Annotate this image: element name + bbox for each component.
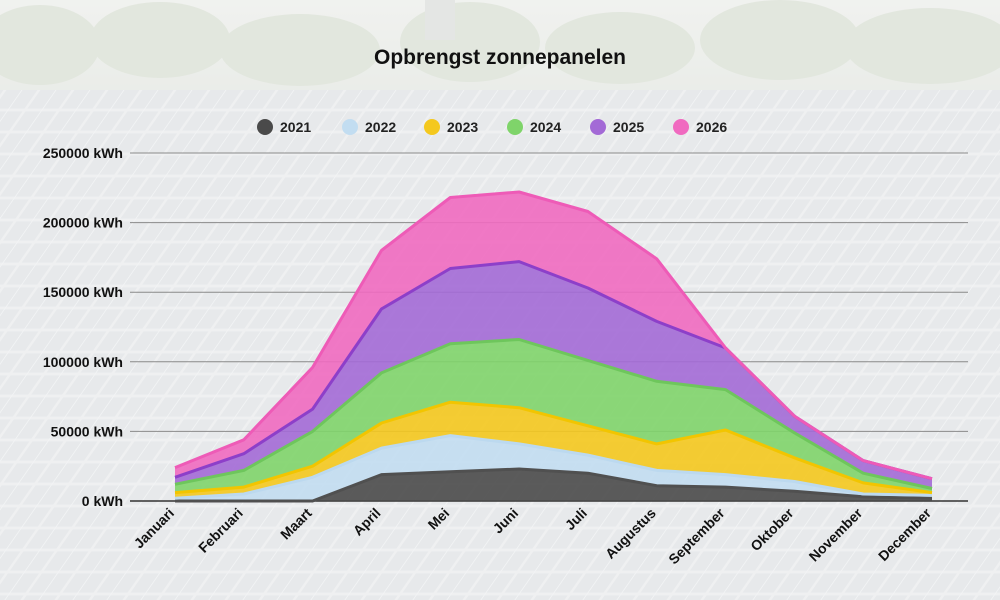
legend: 2021 2022 2023 2024 2025 2026 (257, 119, 727, 135)
line-2022 (174, 434, 933, 500)
x-tick-label: Juli (562, 505, 590, 533)
legend-marker-2023 (424, 119, 440, 135)
x-tick-label: Juni (490, 505, 522, 537)
x-tick-label: November (806, 504, 866, 564)
x-tick-label: Mei (425, 505, 453, 533)
legend-marker-2024 (507, 119, 523, 135)
x-tick-label: Augustus (602, 505, 659, 562)
x-tick-label: Februari (195, 505, 246, 556)
legend-marker-2025 (590, 119, 606, 135)
tree-silhouettes (0, 0, 1000, 86)
area-2026 (175, 192, 932, 479)
x-tick-label: Januari (131, 505, 178, 552)
legend-label-2023: 2023 (447, 119, 478, 135)
legend-marker-2021 (257, 119, 273, 135)
legend-label-2025: 2025 (613, 119, 644, 135)
y-tick-label: 50000 kWh (51, 423, 123, 439)
x-tick-label: September (665, 504, 728, 567)
legend-label-2024: 2024 (530, 119, 561, 135)
distant-building (425, 0, 455, 40)
series-lines (174, 190, 933, 503)
line-2021 (175, 467, 933, 503)
legend-label-2022: 2022 (365, 119, 396, 135)
x-axis-tick-labels: Januari Februari Maart April Mei Juni Juli Augu… (131, 504, 935, 567)
x-tick-label: Maart (277, 505, 315, 543)
legend-label-2026: 2026 (696, 119, 727, 135)
x-tick-label: December (875, 504, 935, 564)
legend-label-2021: 2021 (280, 119, 311, 135)
line-2024 (174, 338, 933, 490)
y-axis-tick-labels: 0 kWh 50000 kWh 100000 kWh 150000 kWh 200000… (43, 145, 123, 509)
chart-title: Opbrengst zonnepanelen (374, 46, 626, 69)
series-areas (175, 192, 932, 501)
area-2021 (175, 469, 932, 501)
area-2023 (175, 402, 932, 499)
y-tick-label: 250000 kWh (43, 145, 123, 161)
x-tick-label: April (350, 505, 384, 539)
y-tick-label: 150000 kWh (43, 284, 123, 300)
legend-marker-2022 (342, 119, 358, 135)
line-2023 (174, 400, 933, 495)
x-tick-label: Oktober (747, 504, 797, 554)
legend-marker-2026 (673, 119, 689, 135)
y-tick-label: 200000 kWh (43, 215, 123, 231)
area-2022 (175, 435, 932, 501)
y-tick-label: 100000 kWh (43, 354, 123, 370)
y-tick-label: 0 kWh (82, 493, 123, 509)
line-2026 (174, 190, 933, 481)
